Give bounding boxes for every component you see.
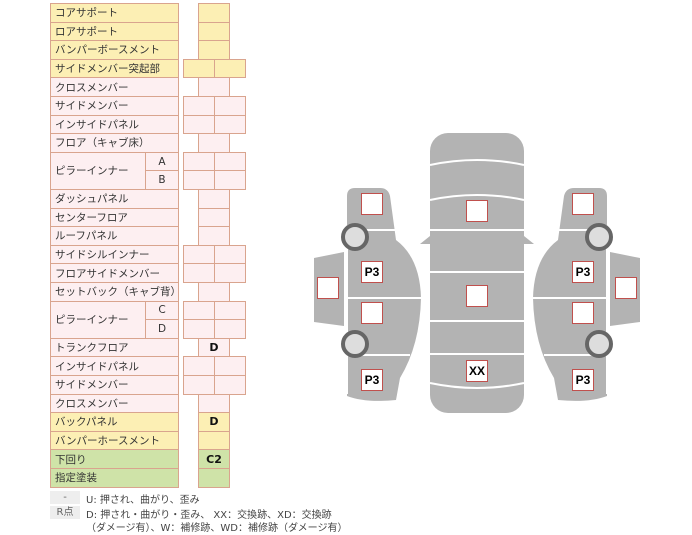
row-label: ピラーインナー (50, 300, 146, 339)
row-label: フロア（キャブ床） (50, 133, 179, 153)
left-part-mark[interactable] (361, 302, 383, 324)
right-part-mark[interactable]: P3 (572, 369, 594, 391)
right-part-mark[interactable] (615, 277, 637, 299)
value-cell-right[interactable] (214, 58, 246, 79)
left-part-mark[interactable] (361, 193, 383, 215)
row-label: サイドメンバー (50, 375, 179, 395)
row-label: サイドシルインナー (50, 244, 179, 265)
value-cell-right[interactable] (214, 114, 246, 135)
row-label: サイドメンバー (50, 96, 179, 116)
right-part-mark[interactable]: P3 (572, 261, 594, 283)
left-part-mark[interactable]: P3 (361, 369, 383, 391)
row-label: フロアサイドメンバー (50, 263, 179, 283)
row-label: 指定塗装 (50, 468, 179, 488)
center-body (420, 133, 534, 413)
value-cell-right[interactable] (214, 170, 246, 190)
value-cell-right[interactable] (214, 319, 246, 339)
legend-key: R点 (50, 506, 80, 519)
row-label: サイドメンバー突起部 (50, 58, 179, 79)
row-label: センターフロア (50, 207, 179, 228)
center-part-mark[interactable] (466, 285, 488, 307)
row-label: クロスメンバー (50, 77, 179, 97)
row-label: バンパーボースメント (50, 40, 179, 60)
legend-text: D: 押され・曲がり・歪み、 XX：交換跡、XD：交換跡 (86, 510, 332, 521)
legend-text: （ダメージ有）、W：補修跡、WD：補修跡（ダメージ有） (86, 523, 348, 534)
row-label: ピラーインナー (50, 151, 146, 190)
left-part-mark[interactable]: P3 (361, 261, 383, 283)
row-sublabel: C (145, 300, 179, 321)
row-label: 下回り (50, 449, 179, 469)
row-sublabel: A (145, 151, 179, 172)
right-part-mark[interactable] (572, 193, 594, 215)
value-cell[interactable] (198, 468, 230, 488)
legend-key: - (50, 491, 80, 504)
right-part-mark[interactable] (572, 302, 594, 324)
center-part-mark[interactable] (466, 200, 488, 222)
row-label: クロスメンバー (50, 393, 179, 414)
value-cell-right[interactable] (214, 375, 246, 395)
left-part-mark[interactable] (317, 277, 339, 299)
legend-text: U: 押され、曲がり、歪み (86, 495, 200, 506)
row-label: インサイドパネル (50, 114, 179, 135)
center-part-mark[interactable]: XX (466, 360, 488, 382)
value-cell-right[interactable] (214, 263, 246, 283)
